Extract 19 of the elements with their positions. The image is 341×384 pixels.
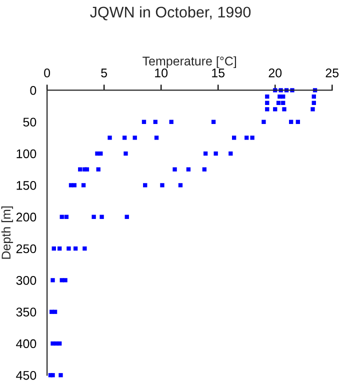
y-tick-label: 100 bbox=[16, 149, 36, 158]
x-tick-label: 0 bbox=[44, 68, 50, 78]
y-tick-label: 50 bbox=[23, 118, 36, 127]
y-tick-label: 200 bbox=[16, 212, 36, 222]
x-axis-title: Temperature [°C] bbox=[142, 56, 236, 68]
y-tick-label: 450 bbox=[16, 370, 36, 380]
x-tick-label: 10 bbox=[155, 68, 168, 78]
x-tick-label: 25 bbox=[326, 68, 339, 78]
x-tick-label: 15 bbox=[212, 68, 225, 78]
y-tick-label: 0 bbox=[30, 86, 36, 95]
y-tick-label: 300 bbox=[16, 276, 36, 285]
y-tick-label: 150 bbox=[16, 181, 36, 190]
y-tick-label: 400 bbox=[16, 339, 36, 348]
y-tick-label: 350 bbox=[16, 308, 36, 317]
y-axis-title: Depth [m] bbox=[1, 206, 14, 259]
chart-title: JQWN in October, 1990 bbox=[90, 6, 251, 20]
x-tick-label: 20 bbox=[268, 68, 282, 78]
x-tick-label: 5 bbox=[101, 68, 108, 78]
y-tick-label: 250 bbox=[16, 244, 36, 254]
